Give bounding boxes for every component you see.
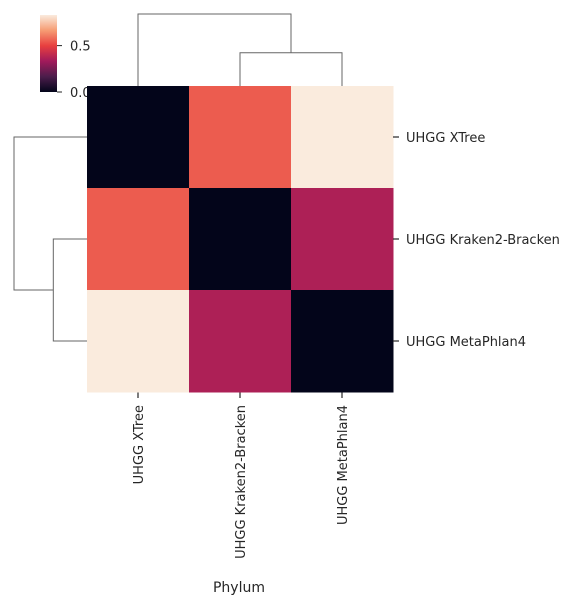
heatmap-cell-uhgg-xtree-uhgg-kraken2-bracken	[189, 86, 292, 189]
row-label-uhgg-kraken2-bracken: UHGG Kraken2-Bracken	[406, 233, 560, 248]
heatmap-cell-uhgg-xtree-uhgg-xtree	[87, 86, 190, 189]
x-axis-title: Phylum	[213, 580, 265, 596]
colorbar-tick-label: 0.5	[70, 40, 91, 55]
column-label-uhgg-kraken2-bracken: UHGG Kraken2-Bracken	[234, 405, 249, 559]
row-dendrogram-link	[13, 136, 87, 291]
heatmap-cell-uhgg-metaphlan4-uhgg-xtree	[87, 290, 190, 393]
row-dendrogram	[13, 136, 87, 342]
colorbar: 0.0 0.5	[40, 15, 91, 101]
heatmap-cell-uhgg-xtree-uhgg-metaphlan4	[291, 86, 394, 189]
colorbar-ticks: 0.0 0.5	[57, 40, 91, 101]
heatmap-cells	[87, 86, 394, 393]
heatmap-cell-uhgg-kraken2-bracken-uhgg-xtree	[87, 188, 190, 291]
row-label-uhgg-xtree: UHGG XTree	[406, 131, 485, 146]
row-tick-labels: UHGG XTree UHGG Kraken2-Bracken UHGG MetaP…	[393, 131, 560, 350]
colorbar-gradient	[40, 15, 57, 92]
heatmap-cell-uhgg-metaphlan4-uhgg-metaphlan4	[291, 290, 394, 393]
column-label-uhgg-xtree: UHGG XTree	[132, 405, 147, 484]
column-tick-labels: UHGG XTree UHGG Kraken2-Bracken UHGG MetaP…	[132, 392, 351, 559]
column-dendrogram-link	[137, 13, 292, 86]
heatmap-cell-uhgg-metaphlan4-uhgg-kraken2-bracken	[189, 290, 292, 393]
column-label-uhgg-metaphlan4: UHGG MetaPhlan4	[336, 405, 351, 525]
column-dendrogram	[137, 13, 343, 86]
row-label-uhgg-metaphlan4: UHGG MetaPhlan4	[406, 335, 526, 350]
column-dendrogram-link	[239, 52, 343, 86]
row-dendrogram-link	[52, 238, 87, 342]
heatmap-cell-uhgg-kraken2-bracken-uhgg-metaphlan4	[291, 188, 394, 291]
heatmap-cell-uhgg-kraken2-bracken-uhgg-kraken2-bracken	[189, 188, 292, 291]
colorbar-tick-label: 0.0	[70, 86, 91, 101]
